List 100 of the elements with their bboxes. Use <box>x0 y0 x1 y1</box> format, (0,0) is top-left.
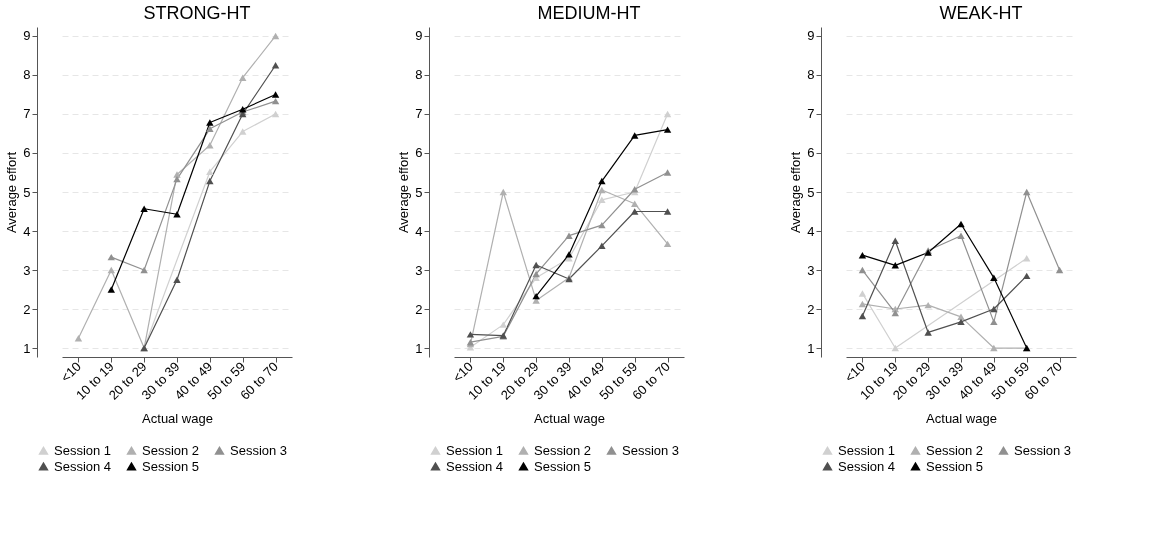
y-axis-title: Average effort <box>396 151 412 234</box>
x-tick-label: <10 <box>841 358 868 386</box>
point <box>140 205 148 212</box>
y-tick-label: 4 <box>415 223 423 239</box>
point <box>206 177 214 185</box>
point <box>957 232 965 239</box>
point <box>924 329 932 336</box>
point <box>206 168 214 175</box>
point <box>631 200 639 207</box>
y-tick-label: 3 <box>807 262 815 278</box>
y-tick-label: 5 <box>807 184 815 200</box>
point <box>858 290 867 297</box>
point <box>1023 188 1031 196</box>
y-tick-label: 3 <box>415 262 423 278</box>
point <box>858 300 867 308</box>
point <box>957 313 965 321</box>
point <box>663 240 672 248</box>
y-tick-label: 2 <box>807 301 815 317</box>
point <box>598 186 606 194</box>
y-tick-label: 5 <box>415 184 423 200</box>
chart-title: MEDIUM-HT <box>537 3 641 23</box>
y-tick-label: 3 <box>23 262 31 278</box>
legend-label: Session 1 <box>54 442 112 458</box>
point <box>663 110 672 118</box>
point <box>206 125 214 133</box>
point <box>107 286 115 293</box>
point <box>239 74 247 81</box>
x-tick-label: <10 <box>449 358 476 386</box>
point <box>466 331 475 338</box>
point <box>206 119 214 126</box>
point <box>990 344 998 352</box>
legend-label: Session 4 <box>446 458 504 474</box>
point <box>957 220 965 228</box>
point <box>631 208 639 215</box>
y-tick-label: 1 <box>415 340 423 356</box>
y-tick-label: 4 <box>807 223 815 239</box>
point <box>271 32 280 40</box>
point <box>858 312 867 320</box>
y-tick-label: 8 <box>23 67 31 83</box>
legend-label: Session 5 <box>926 458 984 474</box>
point <box>990 305 998 313</box>
point <box>271 91 280 98</box>
point <box>271 97 280 105</box>
y-tick-label: 4 <box>23 223 31 239</box>
point <box>239 128 247 135</box>
point <box>565 232 573 239</box>
point <box>663 126 672 133</box>
point <box>598 242 606 250</box>
point <box>598 196 606 204</box>
chart-title: WEAK-HT <box>939 3 1023 23</box>
y-tick-label: 8 <box>415 67 423 83</box>
legend-label: Session 4 <box>838 458 896 474</box>
y-tick-label: 8 <box>807 67 815 83</box>
point <box>532 270 540 278</box>
legend-label: Session 1 <box>838 442 896 458</box>
y-tick-label: 6 <box>807 145 815 161</box>
point <box>858 266 867 274</box>
y-tick-label: 6 <box>415 145 423 161</box>
y-tick-label: 1 <box>23 340 31 356</box>
y-tick-label: 9 <box>23 28 31 44</box>
y-tick-label: 7 <box>23 106 31 122</box>
point <box>173 276 181 283</box>
y-axis-title: Average effort <box>4 151 20 234</box>
legend-label: Session 2 <box>142 442 200 458</box>
legend-label: Session 2 <box>534 442 592 458</box>
point <box>173 171 181 178</box>
point <box>891 237 899 244</box>
point <box>663 169 672 176</box>
point <box>891 309 899 317</box>
point <box>891 262 899 269</box>
point <box>891 344 899 352</box>
y-tick-label: 7 <box>415 106 423 122</box>
point <box>107 266 115 274</box>
x-axis-title: Actual wage <box>926 410 997 426</box>
y-tick-label: 5 <box>23 184 31 200</box>
legend-label: Session 4 <box>54 458 112 474</box>
y-tick-label: 2 <box>23 301 31 317</box>
point <box>598 177 606 185</box>
legend-label: Session 3 <box>1014 442 1072 458</box>
point <box>271 110 280 118</box>
point <box>140 266 148 274</box>
point <box>565 251 573 258</box>
y-tick-label: 6 <box>23 145 31 161</box>
legend-label: Session 5 <box>534 458 592 474</box>
point <box>1055 266 1064 274</box>
y-tick-label: 2 <box>415 301 423 317</box>
point <box>990 274 998 282</box>
point <box>631 132 639 139</box>
chart-title: STRONG-HT <box>143 3 251 23</box>
y-tick-label: 1 <box>807 340 815 356</box>
point <box>499 188 507 196</box>
legend-label: Session 1 <box>446 442 504 458</box>
y-tick-label: 7 <box>807 106 815 122</box>
point <box>1023 255 1031 262</box>
x-axis-title: Actual wage <box>142 410 213 426</box>
point <box>957 318 965 326</box>
legend-label: Session 3 <box>230 442 288 458</box>
y-axis-title: Average effort <box>788 151 804 234</box>
point <box>532 261 540 269</box>
legend-label: Session 5 <box>142 458 200 474</box>
